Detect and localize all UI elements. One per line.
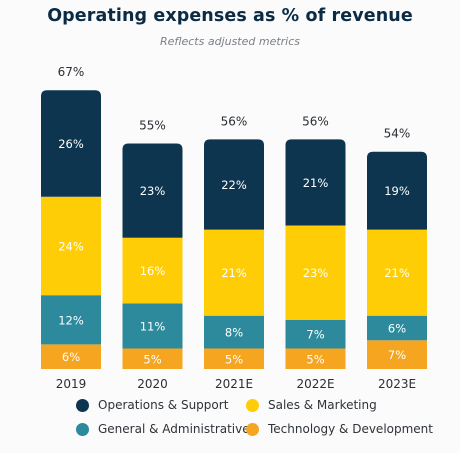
legend-label-operations-support: Operations & Support: [98, 398, 229, 412]
data-label-2023e-technology-development: 7%: [388, 348, 406, 362]
data-label-2023e-general-administrative: 6%: [388, 322, 406, 336]
total-label-2023e: 54%: [384, 127, 411, 141]
data-label-2020-general-administrative: 11%: [140, 319, 166, 333]
bar-2020-technology-development: [122, 348, 183, 369]
total-label-2020: 55%: [139, 119, 166, 133]
x-tick-label-2021e: 2021E: [215, 377, 253, 391]
total-label-2021e: 56%: [221, 114, 248, 128]
legend-item-operations-support: Operations & Support: [76, 398, 228, 412]
data-label-2021e-operations-support: 22%: [221, 178, 247, 192]
legend-label-general-administrative: General & Administrative: [98, 422, 250, 436]
legend-swatch-sales-marketing: [246, 398, 259, 412]
chart-title: Operating expenses as % of revenue: [47, 6, 413, 26]
data-label-2021e-technology-development: 5%: [225, 352, 243, 366]
legend-item-technology-development: Technology & Development: [246, 422, 433, 436]
data-label-2020-sales-marketing: 16%: [140, 264, 166, 278]
bar-2019-technology-development: [41, 344, 101, 369]
legend-swatch-technology-development: [246, 422, 259, 436]
bar-2023e-general-administrative: [367, 315, 427, 341]
data-label-2019-sales-marketing: 24%: [58, 240, 84, 254]
total-label-2019: 67%: [58, 65, 85, 79]
bar-2021e-operations-support: [204, 139, 264, 230]
chart-legend: Operations & Support Sales & Marketing G…: [0, 398, 460, 446]
legend-label-sales-marketing: Sales & Marketing: [268, 398, 377, 412]
bar-2022e-technology-development: [285, 348, 346, 369]
data-label-2019-general-administrative: 12%: [58, 313, 84, 327]
bar-2019-operations-support: [41, 90, 101, 197]
bar-2022e-operations-support: [285, 139, 346, 226]
bar-2023e-technology-development: [367, 340, 427, 369]
data-label-2022e-operations-support: 21%: [303, 176, 329, 190]
legend-label-technology-development: Technology & Development: [268, 422, 433, 436]
data-label-2019-operations-support: 26%: [58, 137, 84, 151]
data-label-2023e-sales-marketing: 21%: [384, 266, 410, 280]
data-label-2022e-sales-marketing: 23%: [303, 266, 329, 280]
data-label-2023e-operations-support: 19%: [384, 184, 410, 198]
data-label-2020-operations-support: 23%: [140, 184, 166, 198]
x-tick-label-2022e: 2022E: [296, 377, 334, 391]
bar-2023e-sales-marketing: [367, 229, 427, 316]
stacked-bar-chart: 6% 12% 24% 26% 67% 2019 5% 11% 16% 23% 55% 2020 5% 8%…: [41, 65, 427, 391]
data-label-2022e-technology-development: 5%: [306, 352, 324, 366]
bar-2020-operations-support: [122, 143, 183, 238]
bar-2019-sales-marketing: [41, 196, 101, 296]
bar-2020-general-administrative: [122, 303, 183, 349]
bar-2023e-operations-support: [367, 151, 427, 230]
data-label-2020-technology-development: 5%: [143, 352, 161, 366]
data-label-2021e-sales-marketing: 21%: [221, 266, 247, 280]
legend-item-sales-marketing: Sales & Marketing: [246, 398, 377, 412]
data-label-2021e-general-administrative: 8%: [225, 326, 243, 340]
x-tick-label-2019: 2019: [56, 377, 87, 391]
total-label-2022e: 56%: [302, 114, 329, 128]
bar-2020-sales-marketing: [122, 237, 183, 304]
bar-2022e-general-administrative: [285, 319, 346, 349]
bar-2019-general-administrative: [41, 295, 101, 345]
legend-swatch-general-administrative: [76, 422, 89, 436]
data-label-2022e-general-administrative: 7%: [306, 328, 324, 342]
legend-item-general-administrative: General & Administrative: [76, 422, 250, 436]
bar-2022e-sales-marketing: [285, 225, 346, 320]
chart-subtitle: Reflects adjusted metrics: [159, 35, 301, 48]
bar-2021e-technology-development: [204, 348, 264, 369]
bar-2021e-general-administrative: [204, 315, 264, 349]
data-label-2019-technology-development: 6%: [62, 350, 80, 364]
x-tick-label-2020: 2020: [137, 377, 168, 391]
legend-swatch-operations-support: [76, 398, 89, 412]
bar-2021e-sales-marketing: [204, 229, 264, 316]
x-tick-label-2023e: 2023E: [378, 377, 416, 391]
